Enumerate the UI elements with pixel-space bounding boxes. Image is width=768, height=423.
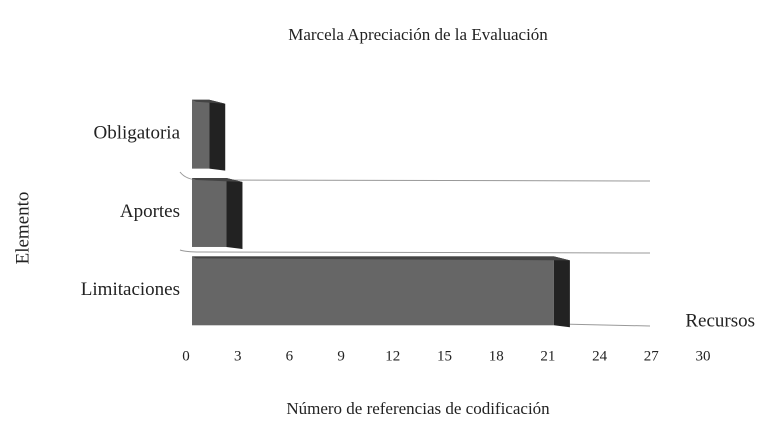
separator: [559, 323, 651, 327]
legend-entry: Recursos: [685, 310, 755, 331]
y-axis-label: Elemento: [12, 192, 33, 265]
x-tick-label: 18: [489, 348, 504, 364]
separator: [179, 171, 651, 182]
bar-side: [553, 256, 570, 328]
x-tick-label: 3: [234, 348, 242, 364]
chart-title: Marcela Apreciación de la Evaluación: [288, 25, 548, 44]
bar-side: [209, 99, 226, 171]
bar-top: [192, 178, 243, 183]
x-tick-label: 27: [644, 348, 660, 364]
x-tick-label: 15: [437, 348, 452, 364]
x-tick-label: 24: [592, 348, 608, 364]
x-tick-label: 0: [182, 348, 190, 364]
x-tick-label: 9: [337, 348, 345, 364]
bar-side: [226, 178, 243, 249]
bar: [192, 256, 554, 326]
bar-top: [192, 256, 570, 261]
x-tick-label: 12: [385, 348, 400, 364]
bar: [192, 178, 227, 247]
bar-top: [192, 99, 226, 104]
x-axis-label: Número de referencias de codificación: [286, 399, 550, 418]
separator: [179, 249, 651, 254]
y-tick-label: Aportes: [120, 201, 180, 222]
x-tick-label: 21: [540, 348, 555, 364]
x-tick-label: 6: [286, 348, 294, 364]
y-tick-label: Limitaciones: [81, 279, 180, 300]
y-tick-label: Obligatoria: [93, 123, 180, 144]
bar: [192, 99, 210, 169]
x-tick-label: 30: [696, 348, 711, 364]
